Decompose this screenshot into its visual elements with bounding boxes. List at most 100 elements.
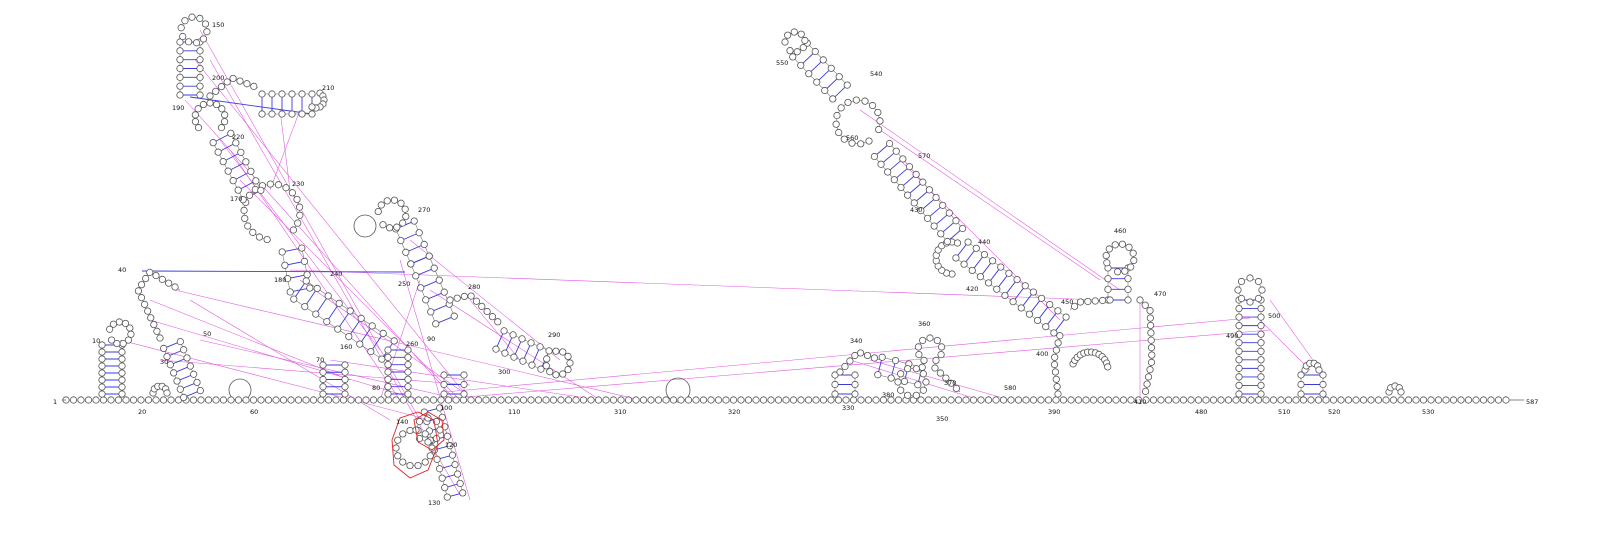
nucleotide: [250, 82, 258, 90]
nucleotide: [559, 348, 567, 356]
position-label: 280: [468, 283, 480, 291]
nucleotide: [857, 140, 865, 148]
position-label: 570: [918, 152, 930, 160]
nucleotide: [98, 362, 106, 370]
nucleotide: [319, 361, 327, 369]
nucleotide: [1097, 396, 1105, 404]
nucleotide: [831, 390, 839, 398]
nucleotide: [272, 396, 280, 404]
nucleotide: [1297, 371, 1305, 379]
position-labels: 1 587 10 20 30 40 50 60 70 80 90 100 110 120 130 140 1…: [53, 21, 1538, 507]
nucleotide: [441, 484, 449, 492]
nucleotide: [401, 205, 409, 213]
nucleotide: [805, 70, 813, 78]
nucleotide: [163, 352, 171, 361]
nucleotide: [134, 287, 143, 295]
empty-loop: [353, 214, 377, 238]
nucleotide: [835, 73, 843, 81]
position-label: 250: [398, 280, 410, 288]
nucleotide: [1148, 351, 1156, 359]
nucleotide: [849, 396, 858, 404]
position-label: 120: [445, 441, 457, 449]
nucleotide: [870, 354, 879, 362]
nucleotide: [912, 365, 920, 373]
nucleotide: [1235, 313, 1243, 321]
nucleotide: [414, 396, 423, 404]
nucleotide: [467, 292, 475, 300]
nucleotide: [1172, 396, 1180, 404]
nucleotide: [939, 201, 947, 209]
nucleotide: [1044, 396, 1053, 404]
position-label: 170: [230, 195, 242, 203]
nucleotide: [851, 390, 859, 398]
nucleotide: [288, 110, 296, 118]
nucleotide: [559, 370, 567, 378]
nucleotide: [1235, 304, 1243, 313]
base-pairs: [102, 41, 1323, 498]
nucleotide: [1299, 396, 1308, 404]
nucleotide: [992, 396, 1000, 404]
nucleotide: [390, 196, 399, 204]
nucleotide: [306, 284, 314, 292]
nucleotide: [244, 222, 252, 230]
nucleotide: [1029, 396, 1038, 404]
nucleotide: [287, 396, 295, 404]
nucleotide: [587, 396, 595, 404]
nucleotide: [500, 327, 508, 335]
nucleotide: [324, 292, 332, 300]
nucleotide: [968, 266, 976, 275]
pseudoknot-links: [119, 29, 1321, 501]
pseudoknot-link: [149, 319, 421, 401]
nucleotide: [1257, 373, 1265, 381]
nucleotide: [952, 217, 960, 225]
nucleotide: [1001, 291, 1009, 300]
nucleotide: [436, 426, 444, 434]
nucleotide: [482, 396, 490, 404]
nucleotide: [801, 36, 809, 45]
nucleotide: [472, 297, 481, 305]
nucleotide: [890, 176, 898, 184]
nucleotide: [410, 217, 418, 225]
nucleotide: [632, 396, 640, 404]
nucleotide: [1232, 396, 1240, 404]
nucleotide: [1314, 396, 1323, 404]
nucleotide: [518, 335, 526, 343]
nucleotide: [1457, 396, 1465, 404]
nucleotide: [212, 396, 220, 404]
nucleotide: [1046, 300, 1054, 309]
nucleotide: [1297, 390, 1305, 398]
nucleotide: [1029, 288, 1038, 296]
nucleotide: [1141, 387, 1150, 395]
nucleotide: [1442, 396, 1450, 404]
nucleotide: [897, 183, 905, 192]
nucleotide: [166, 361, 174, 369]
nucleotide: [1147, 358, 1156, 366]
nucleotide: [1112, 396, 1120, 404]
nucleotide: [1258, 286, 1266, 294]
nucleotide: [790, 28, 798, 36]
nucleotide: [1235, 347, 1243, 355]
nucleotide: [1257, 390, 1265, 398]
nucleotide: [430, 264, 438, 272]
nucleotide: [1146, 307, 1154, 315]
nucleotide: [252, 177, 260, 185]
nucleotide: [937, 343, 946, 351]
nucleotide: [301, 302, 309, 311]
position-label: 530: [1422, 408, 1434, 416]
nucleotide: [384, 390, 392, 398]
nucleotide: [662, 396, 670, 404]
sequence-end-label: 587: [1526, 398, 1538, 406]
nucleotide: [922, 378, 930, 386]
nucleotide: [1051, 353, 1059, 361]
nucleotide: [412, 272, 420, 280]
position-label: 20: [138, 408, 146, 416]
nucleotide: [759, 396, 768, 404]
position-label: 90: [427, 335, 435, 343]
nucleotide: [865, 137, 873, 145]
nucleotide: [298, 110, 306, 118]
position-label: 480: [1195, 408, 1207, 416]
nucleotide: [212, 87, 220, 95]
nucleotide: [384, 361, 392, 369]
nucleotide: [1269, 396, 1278, 404]
nucleotide: [249, 228, 257, 236]
